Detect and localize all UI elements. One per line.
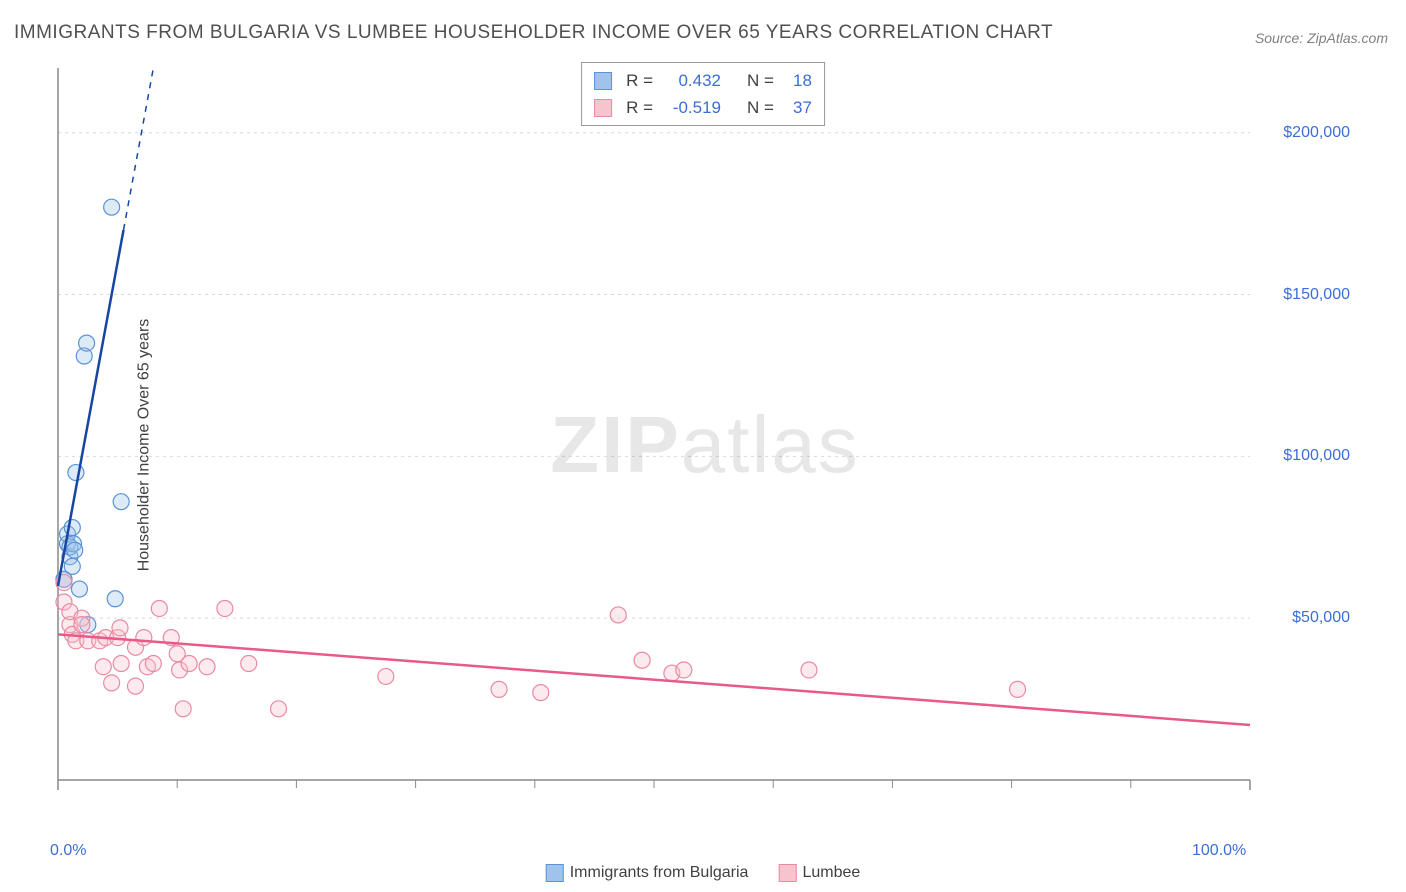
source-credit: Source: ZipAtlas.com: [1255, 30, 1388, 46]
legend-swatch: [594, 72, 612, 90]
y-tick-label: $50,000: [1292, 609, 1350, 627]
legend-label: Lumbee: [802, 864, 860, 881]
r-value: 0.432: [661, 67, 721, 94]
legend-item: Lumbee: [778, 864, 860, 882]
legend-stat-row: R = 0.432 N = 18: [594, 67, 812, 94]
y-axis-label: Householder Income Over 65 years: [135, 319, 153, 572]
r-label: R =: [626, 67, 653, 94]
r-label: R =: [626, 94, 653, 121]
legend-swatch: [594, 99, 612, 117]
legend-swatch: [778, 864, 796, 882]
scatter-plot: [50, 60, 1360, 830]
series-legend: Immigrants from Bulgaria Lumbee: [546, 864, 861, 882]
y-tick-label: $200,000: [1283, 124, 1350, 142]
y-tick-label: $100,000: [1283, 447, 1350, 465]
n-label: N =: [747, 94, 774, 121]
y-tick-label: $150,000: [1283, 286, 1350, 304]
correlation-legend: R = 0.432 N = 18 R = -0.519 N = 37: [581, 62, 825, 126]
r-value: -0.519: [661, 94, 721, 121]
chart-title: IMMIGRANTS FROM BULGARIA VS LUMBEE HOUSE…: [14, 22, 1053, 44]
x-tick-label: 100.0%: [1192, 842, 1246, 860]
legend-label: Immigrants from Bulgaria: [570, 864, 749, 881]
n-value: 37: [782, 94, 812, 121]
n-value: 18: [782, 67, 812, 94]
n-label: N =: [747, 67, 774, 94]
legend-stat-row: R = -0.519 N = 37: [594, 94, 812, 121]
x-tick-label: 0.0%: [50, 842, 86, 860]
legend-swatch: [546, 864, 564, 882]
legend-item: Immigrants from Bulgaria: [546, 864, 749, 882]
chart-area: Householder Income Over 65 years ZIPatla…: [50, 60, 1360, 830]
